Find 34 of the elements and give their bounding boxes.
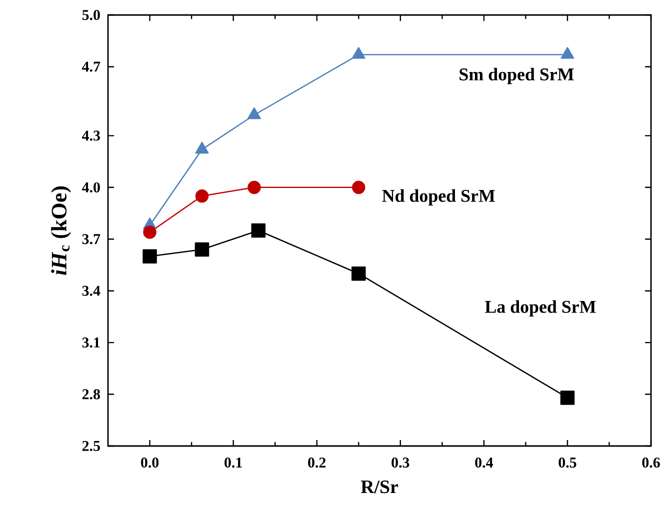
y-tick-label: 5.0: [82, 10, 100, 20]
x-tick-label: 0.5: [558, 458, 576, 468]
point: [352, 180, 366, 194]
point: [251, 223, 266, 238]
point: [352, 47, 366, 59]
point: [560, 390, 575, 405]
point: [351, 266, 366, 281]
series-label: Sm doped SrM: [460, 68, 574, 84]
x-tick-label: 0.4: [475, 458, 493, 468]
x-tick-label: 0.2: [308, 458, 326, 468]
x-axis-title: R/Sr: [360, 480, 398, 494]
x-tick-label: 0.6: [642, 458, 660, 468]
series-label: Nd doped SrM: [382, 189, 495, 206]
x-tick-label: 0.1: [224, 458, 242, 468]
x-tick-label: 0.3: [392, 458, 410, 468]
y-tick-label: 3.4: [82, 286, 100, 296]
y-tick-label: 3.7: [82, 234, 100, 244]
y-tick-label: 2.5: [82, 440, 100, 452]
point: [194, 242, 210, 257]
point: [248, 107, 261, 120]
point: [195, 189, 209, 203]
point: [248, 180, 261, 194]
point: [143, 226, 156, 239]
y-axis-title: iH$_{c}$ (kOe): [51, 186, 71, 275]
point: [142, 249, 157, 264]
point: [560, 47, 574, 59]
y-tick-label: 4.7: [82, 62, 100, 72]
y-tick-label: 4.3: [82, 130, 100, 141]
y-tick-label: 4.0: [82, 182, 100, 192]
series-label: La doped SrM: [484, 300, 596, 317]
x-tick-label: 0.0: [140, 458, 159, 468]
point: [195, 142, 209, 154]
y-tick-label: 2.8: [82, 389, 100, 400]
y-tick-label: 3.1: [82, 338, 100, 348]
